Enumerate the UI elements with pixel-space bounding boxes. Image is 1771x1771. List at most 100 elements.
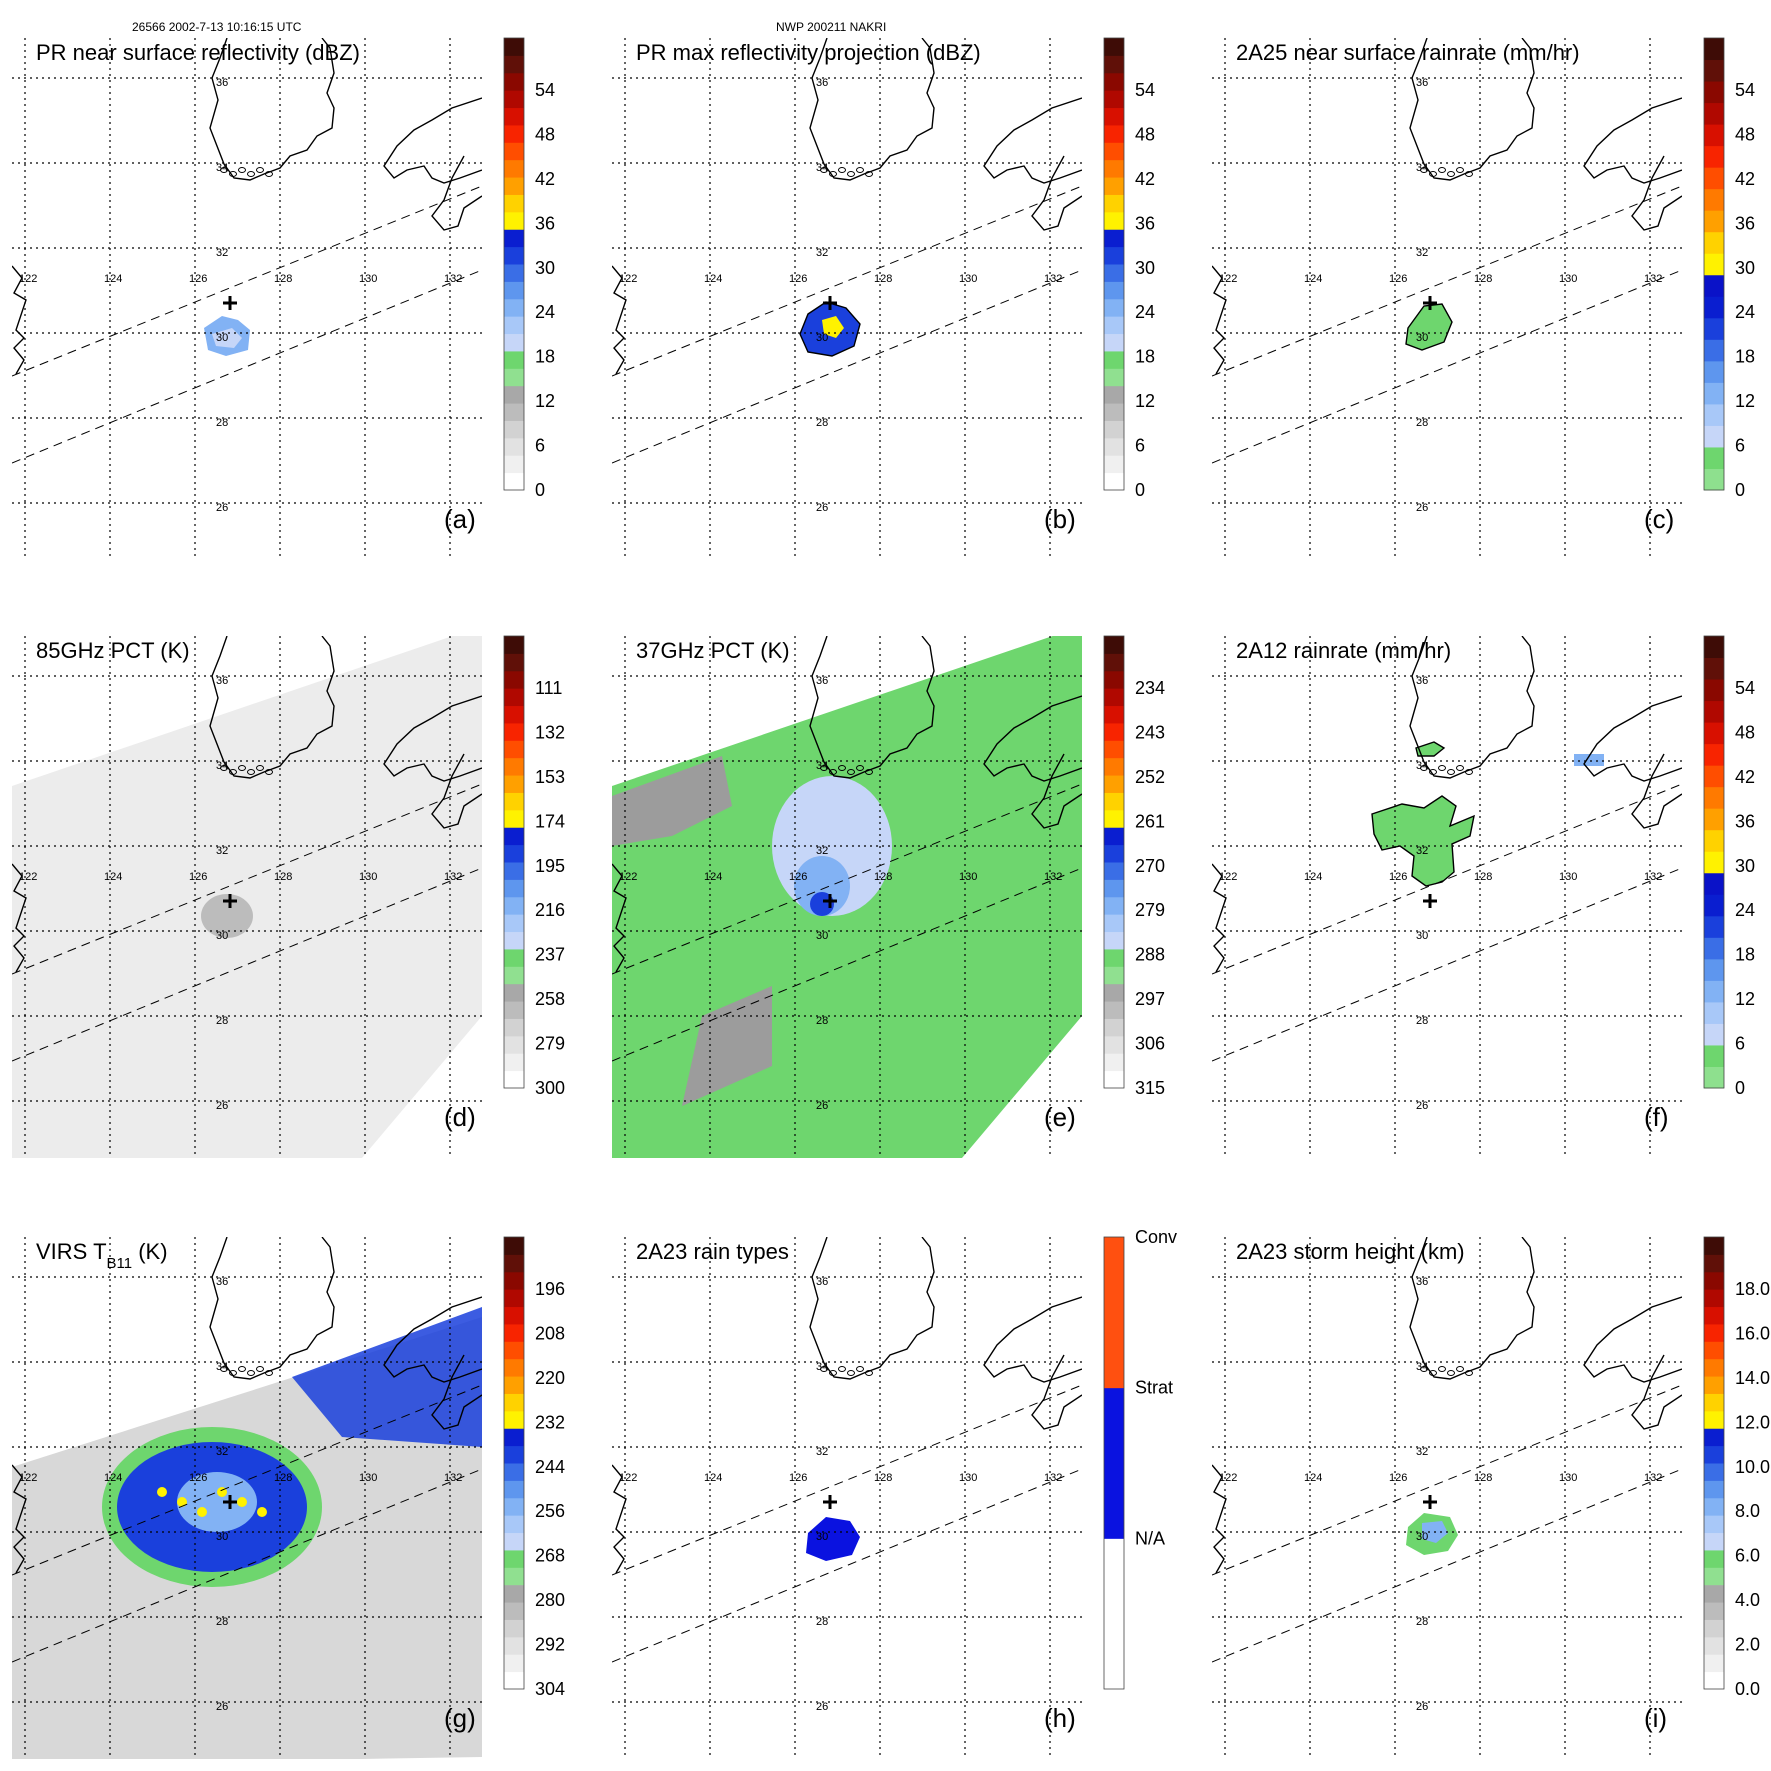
colorbar-segment <box>1104 827 1124 846</box>
colorbar-frame <box>1703 635 1725 1089</box>
island-outline <box>820 167 828 173</box>
colorbar-tick-label: 30 <box>1735 258 1755 278</box>
colorbar-tick-label: 6 <box>1735 1034 1745 1054</box>
japan-coastline <box>383 695 482 782</box>
swath-edge-line <box>612 185 1082 377</box>
colorbar-segment <box>504 1602 524 1620</box>
island-outline <box>1429 769 1437 775</box>
colorbar-tick-label: 18 <box>1735 347 1755 367</box>
colorbar-segment <box>1104 1053 1124 1072</box>
colorbar-segment <box>1104 1538 1124 1690</box>
storm-name: NWP 200211 NAKRI <box>776 20 887 34</box>
colorbar-segment <box>1704 1376 1724 1394</box>
panel-label: (a) <box>444 504 476 534</box>
swath-edge-line <box>12 1384 482 1576</box>
colorbar-segment <box>504 844 524 863</box>
colorbar-tick-label: 4.0 <box>1735 1590 1760 1610</box>
swath-edge-line <box>12 1468 482 1663</box>
colorbar-segment <box>1704 1654 1724 1673</box>
colorbar-segment <box>1704 81 1724 104</box>
island-outline <box>1420 1366 1428 1372</box>
colorbar-segment <box>1704 231 1724 254</box>
colorbar-frame <box>1103 635 1125 1089</box>
longitude-label: 132 <box>1044 871 1062 883</box>
colorbar-tick-label: 6 <box>535 436 545 456</box>
colorbar-tick-label: 48 <box>1735 124 1755 144</box>
japan-coastline <box>1583 97 1682 184</box>
island-outline <box>1447 171 1455 177</box>
colorbar-segment <box>504 1567 524 1586</box>
colorbar-segment <box>1104 844 1124 863</box>
colorbar-tick-label: 306 <box>1135 1034 1165 1054</box>
swath-edge-line <box>612 1468 1082 1663</box>
colorbar-tick-label: 315 <box>1135 1078 1165 1098</box>
colorbar-segment <box>504 636 524 654</box>
colorbar-segment <box>1704 786 1724 809</box>
colorbar-segment <box>1704 722 1724 745</box>
virs-cold-top <box>237 1497 247 1507</box>
longitude-label: 128 <box>874 273 892 285</box>
island-outline <box>220 765 228 771</box>
colorbar-tick-label: 6.0 <box>1735 1546 1760 1566</box>
latitude-label: 28 <box>216 1015 228 1027</box>
swath-edge-line <box>1212 1384 1682 1576</box>
colorbar-segment <box>1704 188 1724 211</box>
colorbar-tick-label: 12 <box>535 391 555 411</box>
longitude-label: 128 <box>874 871 892 883</box>
longitude-label: 124 <box>704 1472 722 1484</box>
colorbar-tick-label: 279 <box>535 1034 565 1054</box>
kyushu-coastline <box>1031 155 1082 231</box>
colorbar-segment <box>504 1410 524 1429</box>
colorbar-segment <box>1704 425 1724 448</box>
colorbar-segment <box>504 194 524 213</box>
colorbar-segment <box>504 142 524 161</box>
island-outline <box>247 1370 255 1376</box>
latitude-label: 30 <box>816 1531 828 1543</box>
colorbar-tick-label: 261 <box>1135 811 1165 831</box>
colorbar-segment <box>504 983 524 1002</box>
colorbar-segment <box>1104 90 1124 109</box>
latitude-label: 32 <box>816 1446 828 1458</box>
colorbar-frame <box>503 635 525 1089</box>
korea-coastline <box>1409 1237 1535 1380</box>
longitude-label: 132 <box>1644 1472 1662 1484</box>
island-outline <box>1447 769 1455 775</box>
virs-cold-top <box>197 1507 207 1517</box>
longitude-label: 126 <box>1389 1472 1407 1484</box>
china-coastline <box>612 265 627 375</box>
kyushu-coastline <box>431 1354 482 1430</box>
longitude-label: 122 <box>19 1472 37 1484</box>
colorbar-segment <box>504 1428 524 1447</box>
japan-coastline <box>983 695 1082 782</box>
longitude-label: 124 <box>1304 871 1322 883</box>
island-outline <box>256 1366 264 1372</box>
colorbar-segment <box>1704 1463 1724 1481</box>
island-outline <box>265 171 273 177</box>
rainrate-area <box>1405 303 1453 351</box>
colorbar-tick-label: 18.0 <box>1735 1279 1770 1299</box>
colorbar-segment <box>1704 1271 1724 1290</box>
colorbar-tick-label: 268 <box>535 1546 565 1566</box>
colorbar-segment <box>1704 1066 1724 1089</box>
colorbar-segment <box>1104 809 1124 828</box>
kyushu-coastline <box>1631 155 1682 231</box>
colorbar-segment <box>504 159 524 178</box>
colorbar-segment <box>1104 38 1124 56</box>
colorbar-segment <box>504 653 524 672</box>
island-outline <box>220 1366 228 1372</box>
china-coastline <box>1212 1464 1227 1574</box>
colorbar-tick-label: 12 <box>1135 391 1155 411</box>
island-outline <box>856 1366 864 1372</box>
colorbar-segment <box>1704 253 1724 276</box>
colorbar-segment <box>504 1515 524 1534</box>
colorbar-tick-label: 232 <box>535 1412 565 1432</box>
colorbar-segment <box>1704 124 1724 147</box>
kyushu-coastline <box>431 753 482 829</box>
island-outline <box>1465 171 1473 177</box>
korea-coastline <box>809 1237 935 1380</box>
korea-coastline <box>809 38 935 181</box>
colorbar-tick-label: 30 <box>1135 258 1155 278</box>
